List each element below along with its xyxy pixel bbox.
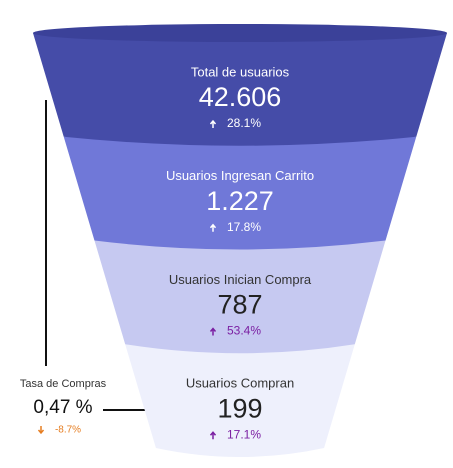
funnel-segment — [125, 344, 355, 457]
segment-value: 787 — [217, 290, 262, 320]
down-arrow-icon — [37, 426, 45, 435]
segment-change: 28.1% — [227, 116, 261, 130]
segment-label: Usuarios Ingresan Carrito — [166, 168, 314, 183]
annotation-change: -8.7% — [55, 425, 81, 436]
funnel-segment — [33, 33, 447, 146]
up-arrow-icon — [209, 431, 217, 440]
segment-change: 17.1% — [227, 427, 261, 441]
segment-change: 53.4% — [227, 324, 261, 338]
funnel-segment — [63, 136, 417, 250]
funnel-top — [33, 24, 447, 42]
segment-value: 199 — [217, 393, 262, 423]
segment-value: 1.227 — [206, 186, 274, 216]
annotation-value: 0,47 % — [33, 397, 92, 418]
funnel: Total de usuarios 42.606 28.1% Usuarios Ing… — [33, 24, 447, 457]
segment-change: 17.8% — [227, 220, 261, 234]
annotation-title: Tasa de Compras — [20, 378, 107, 390]
segment-label: Usuarios Compran — [186, 376, 294, 391]
segment-value: 42.606 — [199, 82, 282, 112]
up-arrow-icon — [209, 223, 217, 232]
funnel-segment — [94, 240, 386, 354]
segment-label: Usuarios Inician Compra — [169, 272, 312, 287]
segment-label: Total de usuarios — [191, 64, 290, 79]
up-arrow-icon — [209, 119, 217, 128]
up-arrow-icon — [209, 327, 217, 336]
